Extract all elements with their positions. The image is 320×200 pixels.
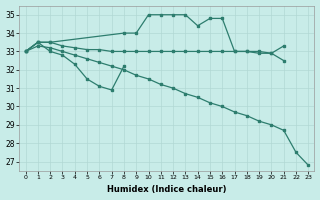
X-axis label: Humidex (Indice chaleur): Humidex (Indice chaleur) [107,185,227,194]
